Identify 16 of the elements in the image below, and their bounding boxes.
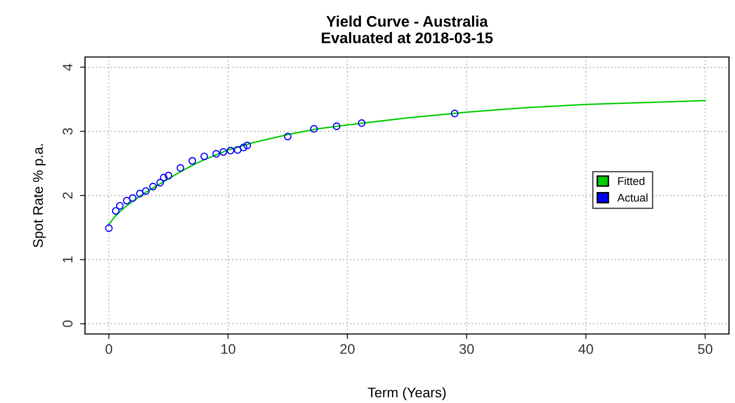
x-axis-title: Term (Years) bbox=[368, 387, 446, 400]
y-tick-label: 4 bbox=[62, 64, 72, 71]
x-tick-label: 50 bbox=[698, 344, 712, 354]
x-tick-label: 40 bbox=[578, 344, 594, 354]
x-tick-label: 10 bbox=[221, 344, 236, 354]
x-tick-label: 20 bbox=[340, 344, 355, 354]
y-tick-label: 0 bbox=[62, 320, 73, 328]
chart-title: Yield Curve - Australia Evaluated at 2018-03-15 bbox=[322, 16, 493, 44]
y-axis-title: Spot Rate % p.a. bbox=[33, 144, 46, 248]
y-tick-label: 3 bbox=[62, 128, 73, 135]
x-tick-label: 30 bbox=[459, 344, 474, 354]
legend-label: Fitted bbox=[618, 176, 644, 185]
y-tick-label: 2 bbox=[62, 192, 72, 199]
x-tick-label: 0 bbox=[106, 344, 112, 354]
y-tick-label: 1 bbox=[62, 256, 72, 262]
legend-label: Actual bbox=[617, 193, 648, 202]
